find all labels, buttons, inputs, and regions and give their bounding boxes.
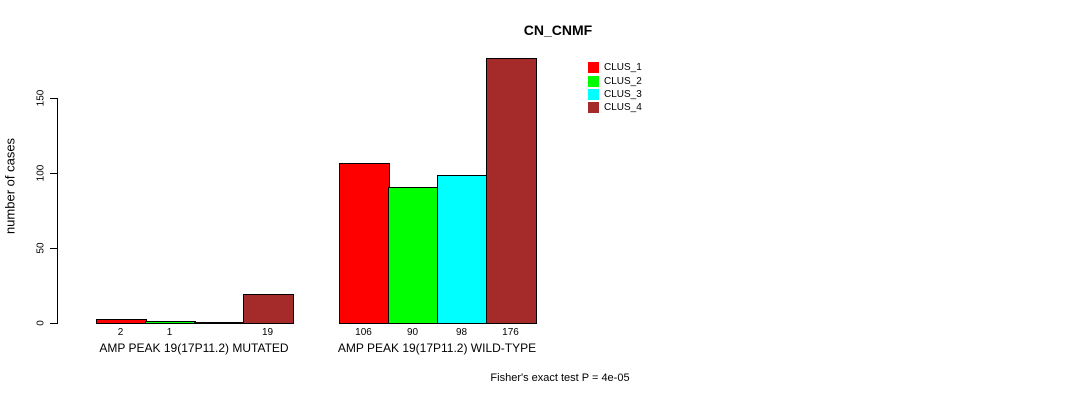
chart-title: CN_CNMF (523, 22, 593, 38)
y-axis-label: number of cases (2, 137, 18, 235)
legend-item: CLUS_2 (588, 74, 642, 87)
legend-item: CLUS_4 (588, 101, 642, 114)
legend-label: CLUS_1 (604, 62, 642, 74)
legend-item: CLUS_1 (588, 61, 642, 74)
legend: CLUS_1 CLUS_2 CLUS_3 CLUS_4 (588, 61, 642, 115)
legend-swatch-clus_1 (588, 62, 599, 74)
legend-label: CLUS_2 (604, 75, 642, 87)
bar-clus_1 (96, 319, 147, 324)
legend-item: CLUS_3 (588, 88, 642, 101)
fisher-test-annotation: Fisher's exact test P = 4e-05 (490, 372, 630, 384)
bar-value-label: 19 (261, 327, 274, 338)
y-axis-tick (50, 173, 57, 174)
bar-clus_2 (388, 187, 439, 324)
bar-value-label: 1 (166, 327, 173, 338)
group-label: AMP PEAK 19(17P11.2) MUTATED (99, 341, 289, 355)
bar-clus_3 (194, 322, 245, 324)
bar-value-label: 176 (502, 327, 519, 338)
legend-label: CLUS_3 (604, 88, 642, 100)
y-axis-tick (50, 98, 57, 99)
bar-value-label: 90 (406, 327, 419, 338)
y-axis-tick (50, 323, 57, 324)
legend-swatch-clus_3 (588, 88, 599, 100)
bar-clus_4 (486, 58, 537, 324)
bar-value-label: 106 (355, 327, 372, 338)
y-axis-tick-label: 0 (35, 320, 47, 326)
group-label: AMP PEAK 19(17P11.2) WILD-TYPE (337, 341, 537, 355)
y-axis-tick-label: 150 (35, 89, 47, 107)
legend-swatch-clus_2 (588, 75, 599, 87)
bar-clus_4 (243, 293, 294, 324)
y-axis-tick (50, 248, 57, 249)
bar-clus_2 (145, 320, 196, 324)
bar-value-label: 98 (455, 327, 468, 338)
y-axis-line (57, 98, 58, 324)
legend-label: CLUS_4 (604, 102, 642, 114)
bar-clus_1 (339, 163, 390, 324)
bar-value-label: 2 (117, 327, 124, 338)
y-axis-tick-label: 100 (35, 164, 47, 182)
legend-swatch-clus_4 (588, 102, 599, 114)
y-axis-tick-label: 50 (35, 242, 47, 254)
bar-clus_3 (437, 175, 488, 324)
